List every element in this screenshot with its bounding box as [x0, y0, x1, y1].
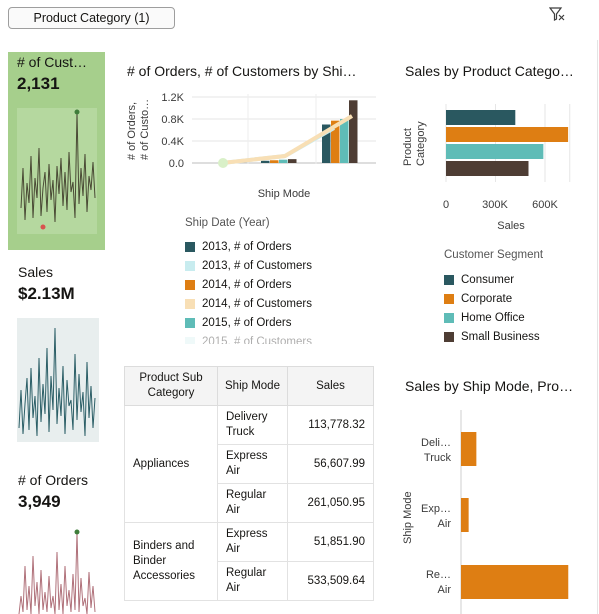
segment-legend-item[interactable]: Small Business — [444, 327, 540, 346]
customers-kpi-tile[interactable]: # of Cust… 2,131 — [8, 52, 105, 250]
column-header-ship-mode[interactable]: Ship Mode — [217, 366, 288, 406]
sales-table: Product Sub Category Ship Mode Sales App… — [124, 366, 374, 601]
ship-mode-cell: Express Air — [217, 444, 288, 484]
customers-kpi-title: # of Cust… — [17, 54, 88, 70]
ship-y-axis-label: Ship Mode — [402, 491, 414, 544]
orders-chart-title: # of Orders, # of Customers by Shi… — [127, 63, 357, 79]
orders-bar — [340, 119, 349, 163]
category-bar — [446, 161, 529, 176]
category-x-tick: 0 — [443, 199, 449, 211]
orders-bar — [288, 159, 297, 163]
orders-legend-item[interactable]: 2013, # of Customers — [185, 256, 375, 275]
orders-legend-title: Ship Date (Year) — [185, 217, 270, 229]
category-y-axis-label-1: Product — [402, 128, 414, 166]
sub-category-cell: Binders and Binder Accessories — [124, 522, 218, 601]
orders-y-axis-label-1: # of Orders, — [126, 102, 138, 160]
category-x-tick: 300K — [482, 199, 508, 211]
orders-x-axis-label: Ship Mode — [258, 188, 311, 200]
category-y-axis-label-2: Category — [415, 121, 427, 166]
filter-bar: Product Category (1) — [0, 0, 599, 40]
category-bar — [446, 144, 544, 159]
orders-by-ship-mode-chart[interactable]: # of Orders, # of Custo… 1.2K 0.8K 0.4K … — [120, 86, 385, 206]
sub-category-cell: Appliances — [124, 405, 218, 523]
segment-legend-item[interactable]: Consumer — [444, 270, 540, 289]
table-row[interactable]: Regular Air 261,050.95 — [125, 483, 374, 523]
product-category-filter-button[interactable]: Product Category (1) — [8, 7, 175, 29]
sales-category-chart-title: Sales by Product Catego… — [405, 63, 574, 79]
orders-legend-item[interactable]: 2014, # of Orders — [185, 275, 375, 294]
orders-kpi-title: # of Orders — [18, 472, 89, 488]
table-header-row: Product Sub Category Ship Mode Sales — [124, 366, 374, 406]
customers-kpi-value: 2,131 — [17, 74, 60, 93]
ship-category-label: Exp… — [421, 503, 451, 515]
sales-kpi-value: $2.13M — [18, 284, 75, 303]
canvas-right-border — [597, 40, 598, 614]
segment-legend-item[interactable]: Corporate — [444, 289, 540, 308]
column-header-sub-category[interactable]: Product Sub Category — [124, 366, 218, 406]
table-row[interactable]: Regular Air 533,509.64 — [125, 561, 374, 601]
orders-y-tick: 0.8K — [161, 114, 184, 126]
ship-mode-bar — [461, 565, 569, 599]
segment-legend: Consumer Corporate Home Office Small Bus… — [444, 270, 540, 346]
orders-y-tick: 0.4K — [161, 136, 184, 148]
sales-cell: 113,778.32 — [287, 405, 374, 445]
sales-table-panel: Product Sub Category Ship Mode Sales App… — [124, 366, 378, 614]
orders-legend-item[interactable]: 2015, # of Customers — [185, 332, 375, 344]
ship-category-label: Truck — [424, 452, 452, 464]
orders-y-tick: 1.2K — [161, 92, 184, 104]
ship-category-label: Air — [438, 584, 452, 596]
category-x-tick: 600K — [532, 199, 558, 211]
orders-legend: 2013, # of Orders 2013, # of Customers 2… — [185, 237, 375, 344]
customers-point — [218, 158, 228, 168]
ship-category-label: Deli… — [421, 437, 451, 449]
sales-sparkline — [17, 318, 99, 442]
table-row[interactable]: Binders and Binder Accessories Express A… — [124, 522, 374, 601]
orders-y-tick: 0.0 — [169, 158, 184, 170]
orders-legend-item[interactable]: 2014, # of Customers — [185, 294, 375, 313]
orders-bar — [322, 124, 331, 163]
orders-y-axis-label-2: # of Custo… — [139, 99, 151, 160]
sales-cell: 56,607.99 — [287, 444, 374, 484]
orders-bars — [261, 100, 358, 163]
sales-cell: 533,509.64 — [287, 561, 374, 601]
ship-mode-bar — [461, 498, 469, 532]
table-row[interactable]: Express Air 56,607.99 — [125, 444, 374, 484]
orders-bar — [270, 160, 279, 163]
orders-kpi-tile[interactable]: # of Orders 3,949 — [8, 470, 105, 614]
ship-mode-cell: Express Air — [217, 522, 288, 562]
category-bar — [446, 127, 569, 142]
ship-mode-bars — [461, 432, 569, 599]
orders-legend-item[interactable]: 2013, # of Orders — [185, 237, 375, 256]
column-header-sales[interactable]: Sales — [287, 366, 374, 406]
table-row[interactable]: Appliances Delivery Truck 113,778.32 — [124, 405, 374, 523]
sales-by-category-chart[interactable]: Product Category 0 300K 600K Sales — [395, 96, 595, 236]
sales-cell: 261,050.95 — [287, 483, 374, 523]
orders-bar — [349, 100, 358, 163]
sales-cell: 51,851.90 — [287, 522, 374, 562]
sales-by-ship-mode-chart[interactable]: Ship Mode Deli… Truck Exp… Air Re… Air — [395, 410, 595, 614]
orders-bar — [261, 160, 270, 163]
orders-kpi-value: 3,949 — [18, 492, 61, 511]
sales-kpi-tile[interactable]: Sales $2.13M — [8, 262, 105, 447]
ship-mode-cell: Delivery Truck — [217, 405, 288, 445]
ship-mode-chart-title: Sales by Ship Mode, Pro… — [405, 378, 574, 394]
orders-bar — [279, 159, 288, 163]
orders-sparkline — [18, 529, 96, 614]
ship-mode-bar — [461, 432, 477, 466]
ship-category-label: Re… — [426, 569, 451, 581]
category-bars — [446, 110, 569, 176]
segment-legend-item[interactable]: Home Office — [444, 308, 540, 327]
filter-clear-icon[interactable] — [549, 6, 565, 22]
category-x-axis-label: Sales — [497, 220, 525, 232]
ship-category-label: Air — [438, 518, 452, 530]
category-bar — [446, 110, 516, 125]
customers-sparkline — [17, 108, 97, 234]
orders-bar — [331, 120, 340, 163]
ship-mode-cell: Regular Air — [217, 561, 288, 601]
sales-kpi-title: Sales — [18, 264, 54, 280]
segment-legend-title: Customer Segment — [444, 249, 544, 261]
orders-legend-item[interactable]: 2015, # of Orders — [185, 313, 375, 332]
customers-line-2014 — [221, 114, 354, 165]
ship-mode-cell: Regular Air — [217, 483, 288, 523]
